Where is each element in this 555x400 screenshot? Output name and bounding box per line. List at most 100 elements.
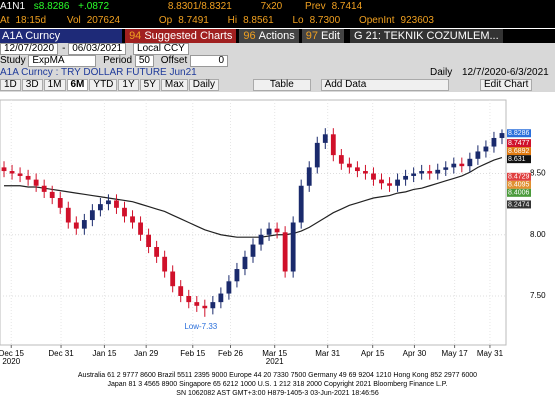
candle-body <box>475 151 481 159</box>
candle-body <box>355 167 360 172</box>
study[interactable]: ExpMA <box>28 55 97 67</box>
range-button[interactable]: 5Y <box>139 79 160 91</box>
ticker: A1N1 <box>0 1 26 12</box>
study-row: Study ExpMA Period 50 Offset 0 <box>0 55 555 67</box>
offset[interactable]: 0 <box>190 55 229 67</box>
security[interactable]: A1A Curncy <box>0 29 122 43</box>
period[interactable]: 50 <box>134 55 154 67</box>
range-button[interactable]: Daily <box>188 79 220 91</box>
menu-item[interactable]: 94 Suggested Charts <box>125 29 237 43</box>
x-tick-label: Jan 29 <box>134 349 159 358</box>
x-tick-label: Apr 30 <box>403 349 427 358</box>
candle-body <box>25 175 31 180</box>
toolbar: A1A Curncy 94 Suggested Charts 96 Actions 97… <box>0 29 555 43</box>
x-tick-label: May 17 <box>441 349 468 358</box>
moving-average <box>4 157 503 238</box>
study-label: Study <box>0 55 26 66</box>
x-tick-label: Dec 15 <box>0 349 24 358</box>
stats-row: At 18:15d Vol 207624 Op 8.7491 Hi 8.8561 Lo 8… <box>0 14 555 28</box>
candle-body <box>266 228 272 235</box>
candle-body <box>403 175 409 180</box>
candle-body <box>338 155 344 164</box>
year-label: 2020 <box>2 357 20 366</box>
candle-body <box>363 171 368 174</box>
menu-item[interactable]: 97 Edit <box>301 29 344 43</box>
candle-body <box>443 167 449 170</box>
x-tick-label: Mar 15 <box>262 349 287 358</box>
button-row: 1D 3D 1M 6M YTD 1Y 5Y Max Daily Table Add Data E… <box>0 79 555 92</box>
prev: 8.7414 <box>331 1 363 12</box>
footer-line: Australia 61 2 9777 8600 Brazil 5511 239… <box>77 372 478 379</box>
candle-body <box>41 185 47 192</box>
candle-body <box>274 228 280 233</box>
value-tag: 8.4095 <box>508 182 530 189</box>
menu-label: Edit <box>320 30 340 42</box>
candle-body <box>499 133 505 138</box>
op: 8.7491 <box>178 15 209 26</box>
value-tag: 8.4006 <box>508 190 530 197</box>
menu-number: 94 <box>129 30 142 42</box>
size: 7x20 <box>260 1 283 12</box>
value-tag-bg <box>507 188 531 197</box>
candle-body <box>282 232 288 272</box>
candle-body <box>330 134 336 156</box>
start-date[interactable]: 12/07/2020 <box>0 43 59 55</box>
candle-body <box>491 137 497 147</box>
candle-body <box>210 302 216 309</box>
end-date[interactable]: 06/03/2021 <box>68 43 127 55</box>
menu-number: 96 <box>243 30 256 42</box>
candle-body <box>258 234 264 245</box>
range-button[interactable]: Max <box>160 79 188 91</box>
lo: 8.7300 <box>309 15 341 26</box>
chart-title: A1A Curncy : TRY DOLLAR FUTURE Jun21 <box>0 67 197 78</box>
candle-body <box>395 179 400 186</box>
candle-body <box>427 171 433 174</box>
candle-body <box>170 271 176 287</box>
bid-ask: 8.8301/8.8321 <box>167 1 232 12</box>
footer-line: SN 1062082 AST GMT+3:00 H879-1405-3 03-J… <box>176 390 379 397</box>
range-button[interactable]: 1D <box>0 79 21 91</box>
candle-body <box>435 169 441 174</box>
range-button[interactable]: 6M <box>66 79 89 91</box>
date-row: 12/07/2020- 06/03/2021 Local CCY <box>0 43 555 55</box>
candle-body <box>49 191 55 198</box>
period-label: Period <box>103 55 133 66</box>
annotation: Low-7.33 <box>184 322 217 331</box>
candle-body <box>250 244 256 257</box>
candle-body <box>97 204 103 211</box>
candle-body <box>65 207 71 223</box>
candle-body <box>371 173 376 180</box>
range-button[interactable]: 3D <box>21 79 43 91</box>
candle-body <box>130 216 135 223</box>
date-sep: - <box>62 43 66 54</box>
candle-body <box>81 220 87 229</box>
candle-body <box>154 247 160 257</box>
lo-label: Lo <box>292 15 304 26</box>
edit-chart[interactable]: Edit Chart <box>480 79 533 91</box>
y-tick-label: 8.00 <box>530 230 546 239</box>
candle-body <box>162 256 168 272</box>
candle-body <box>411 173 417 176</box>
x-tick-label: Mar 31 <box>315 349 340 358</box>
range-button[interactable]: 1Y <box>118 79 139 91</box>
currency[interactable]: Local CCY <box>133 43 189 55</box>
candle-body <box>451 163 457 168</box>
value-tag-bg <box>507 200 531 209</box>
value-tag-bg <box>507 147 531 156</box>
x-tick-label: Dec 31 <box>48 349 74 358</box>
candle-body <box>298 185 304 223</box>
range-button[interactable]: YTD <box>89 79 118 91</box>
add-data[interactable]: Add Data <box>320 79 449 91</box>
value-tag-bg <box>507 139 531 148</box>
page-title[interactable]: G 21: TEKNIK COZUMLEM... <box>349 29 503 43</box>
value-tag: 8.631 <box>508 156 526 163</box>
table-button[interactable]: Table <box>252 79 311 91</box>
menu-item[interactable]: 96 Actions <box>239 29 299 43</box>
menu-number: 97 <box>305 30 318 42</box>
candle-body <box>242 256 248 270</box>
menu-label: Actions <box>258 30 295 42</box>
range-button[interactable]: 1M <box>43 79 66 91</box>
oi-label: OpenInt <box>358 15 395 26</box>
candle-body <box>138 222 143 235</box>
